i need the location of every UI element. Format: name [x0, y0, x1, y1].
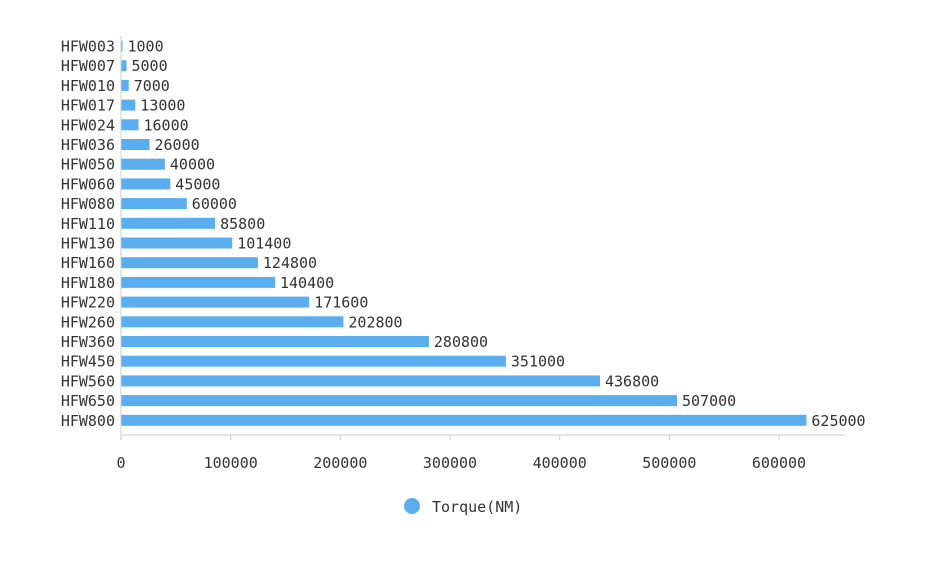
legend-dot-icon [404, 498, 420, 514]
category-label: HFW024 [61, 116, 115, 134]
category-label: HFW160 [61, 254, 115, 272]
bar-hfw010[interactable] [121, 79, 129, 91]
category-label: HFW260 [61, 313, 115, 331]
value-label: 26000 [155, 136, 200, 154]
value-label: 124800 [263, 254, 317, 272]
value-label: 7000 [134, 77, 170, 95]
x-tick-label: 600000 [752, 454, 806, 472]
bar-hfw003[interactable] [121, 40, 123, 52]
bar-hfw450[interactable] [121, 355, 506, 367]
value-label: 280800 [434, 333, 488, 351]
category-label: HFW003 [61, 38, 115, 56]
bar-hfw220[interactable] [121, 296, 310, 308]
value-label: 171600 [314, 294, 368, 312]
value-label: 101400 [237, 235, 291, 253]
category-label: HFW180 [61, 274, 115, 292]
bar-hfw060[interactable] [121, 178, 171, 190]
category-label: HFW360 [61, 333, 115, 351]
bar-hfw160[interactable] [121, 257, 258, 269]
value-label: 85800 [220, 215, 265, 233]
bar-hfw024[interactable] [121, 119, 139, 131]
bar-hfw130[interactable] [121, 237, 233, 249]
bar-hfw036[interactable] [121, 139, 150, 150]
value-label: 45000 [175, 175, 220, 193]
bar-hfw560[interactable] [121, 375, 600, 387]
value-label: 202800 [348, 313, 402, 331]
category-label: HFW650 [61, 392, 115, 410]
category-label: HFW007 [61, 57, 115, 75]
bar-hfw800[interactable] [121, 414, 807, 426]
x-tick-label: 400000 [533, 454, 587, 472]
category-label: HFW060 [61, 175, 115, 193]
category-label: HFW036 [61, 136, 115, 154]
value-label: 13000 [140, 97, 185, 115]
category-label: HFW450 [61, 353, 115, 371]
x-tick-label: 200000 [313, 454, 367, 472]
value-label: 60000 [192, 195, 237, 213]
category-label: HFW050 [61, 156, 115, 174]
legend-label: Torque(NM) [432, 498, 522, 516]
category-label: HFW010 [61, 77, 115, 95]
value-label: 140400 [280, 274, 334, 292]
bar-hfw017[interactable] [121, 99, 136, 111]
bar-hfw260[interactable] [121, 316, 344, 328]
bar-hfw650[interactable] [121, 395, 677, 407]
x-tick-label: 100000 [204, 454, 258, 472]
value-label: 16000 [144, 116, 189, 134]
bar-hfw110[interactable] [121, 217, 216, 229]
value-label: 1000 [128, 38, 164, 56]
bars-layer [121, 40, 807, 426]
value-label: 436800 [605, 372, 659, 390]
bar-hfw080[interactable] [121, 198, 187, 210]
category-label: HFW800 [61, 412, 115, 430]
x-tick-label: 500000 [642, 454, 696, 472]
value-label: 5000 [132, 57, 168, 75]
x-tick-label: 0 [116, 454, 125, 472]
category-label: HFW110 [61, 215, 115, 233]
bar-hfw007[interactable] [121, 60, 127, 72]
category-label: HFW080 [61, 195, 115, 213]
x-tick-label: 300000 [423, 454, 477, 472]
value-label: 625000 [811, 412, 865, 430]
bar-hfw050[interactable] [121, 158, 165, 170]
category-label: HFW017 [61, 97, 115, 115]
value-label: 507000 [682, 392, 736, 410]
value-label: 40000 [170, 156, 215, 174]
value-label: 351000 [511, 353, 565, 371]
legend[interactable]: Torque(NM) [404, 498, 522, 516]
category-label: HFW130 [61, 235, 115, 253]
bar-hfw360[interactable] [121, 336, 429, 347]
bar-hfw180[interactable] [121, 276, 275, 288]
category-label: HFW560 [61, 372, 115, 390]
category-label: HFW220 [61, 294, 115, 312]
x-axis: 0 100000 200000 300000 400000 500000 600000 [116, 36, 845, 472]
